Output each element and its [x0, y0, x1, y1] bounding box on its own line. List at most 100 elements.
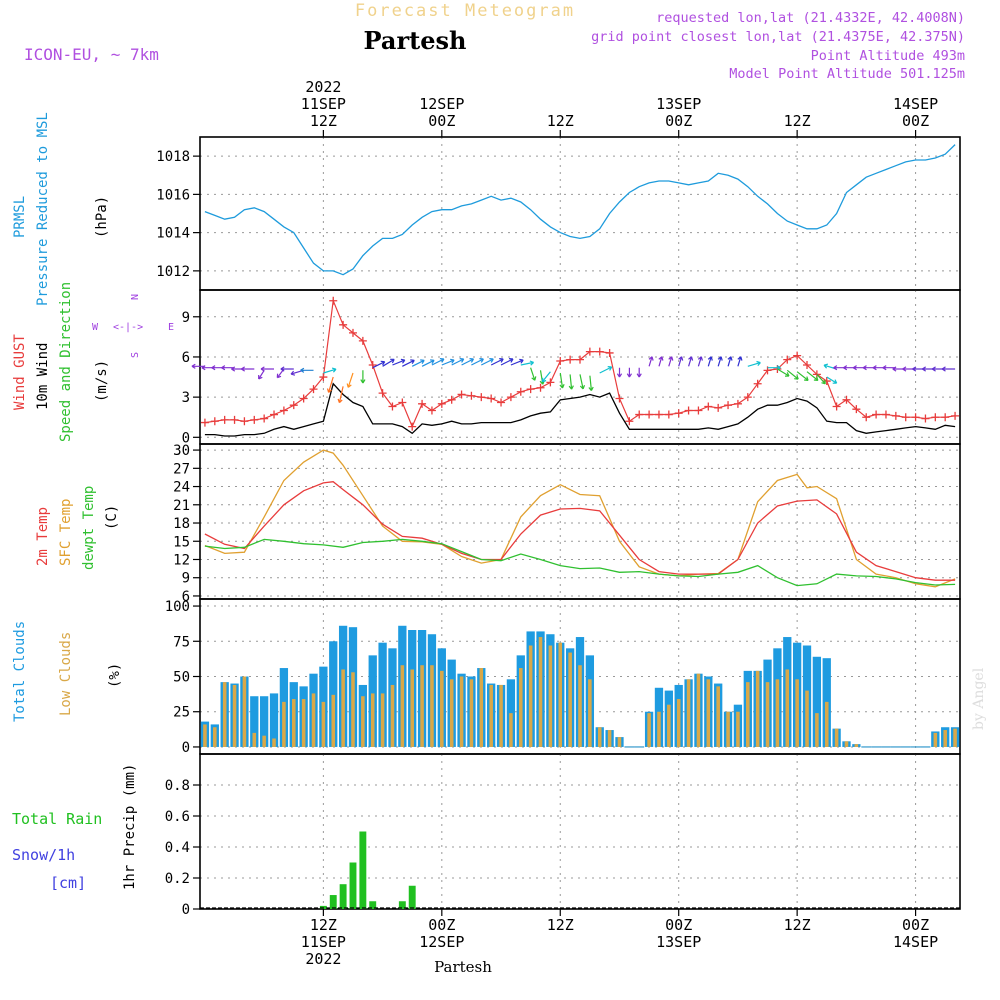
low-cloud-bar	[459, 676, 464, 747]
chart-title: Forecast Meteogram	[355, 1, 575, 21]
cloud-bars	[200, 625, 960, 748]
precip-bars	[200, 831, 960, 909]
temperature-ytick-label: 9	[182, 571, 190, 587]
dewpt-temp-line	[204, 538, 956, 587]
location-title: Partesh	[364, 26, 467, 55]
wind-arrow	[337, 386, 344, 404]
gust-marker	[901, 413, 910, 422]
gust-marker	[645, 410, 654, 419]
clouds-ytick-label: 25	[173, 705, 190, 721]
wind-arrow	[323, 367, 337, 374]
wind-arrow	[648, 356, 654, 367]
low-cloud-bar	[262, 735, 266, 747]
low-cloud-bar	[538, 637, 543, 747]
gust-marker	[487, 394, 496, 403]
low-cloud-bar	[953, 728, 957, 747]
wind-arrow	[941, 366, 956, 372]
low-cloud-bar	[746, 682, 750, 747]
temp-2m-line	[204, 481, 956, 581]
gust-marker	[427, 406, 436, 415]
low-cloud-bar	[726, 711, 730, 747]
pressure-line	[204, 144, 956, 276]
wind-arrow	[258, 369, 265, 380]
low-cloud-bar	[400, 665, 405, 747]
precip-ytick-label: 0	[182, 902, 190, 918]
precip-frame	[199, 753, 961, 910]
low-cloud-bar	[380, 693, 385, 747]
wind-arrow	[697, 356, 703, 367]
wind-arrow	[882, 365, 896, 371]
wind-arrow	[346, 372, 354, 388]
gust-marker	[497, 398, 506, 407]
clouds-ytick-label: 0	[182, 740, 190, 756]
gust-marker	[437, 399, 446, 408]
gust-marker	[803, 360, 812, 369]
gust-marker	[339, 320, 348, 329]
gust-marker	[516, 387, 525, 396]
total-cloud-bar	[329, 641, 338, 747]
gust-marker	[240, 417, 249, 426]
wind-arrow	[421, 359, 435, 367]
temperature-ytick-label: 30	[173, 443, 190, 459]
precip-label-snow: Snow/1h	[12, 846, 75, 864]
low-cloud-bar	[222, 682, 227, 747]
bottom-time-label: 12Z	[784, 916, 811, 934]
clouds-ytick-label: 100	[165, 599, 190, 615]
wind-arrow	[678, 356, 684, 367]
bottom-time-label: 00Z	[428, 916, 455, 934]
bottom-time-label: 2022	[305, 950, 341, 968]
wind-arrow	[786, 369, 799, 380]
low-cloud-bar	[657, 711, 661, 747]
wind-arrow	[411, 359, 425, 367]
wind-arrow	[636, 367, 642, 378]
model-label: ICON-EU, ~ 7km	[24, 45, 159, 64]
top-time-label: 12SEP	[419, 95, 464, 113]
wind-arrow	[441, 358, 455, 366]
gust-line	[204, 298, 956, 429]
model-altitude: Model Point Altitude 501.125m	[729, 66, 965, 82]
wind-arrow	[616, 367, 623, 378]
pressure-unit: (hPa)	[94, 196, 110, 238]
low-cloud-bar	[420, 665, 424, 747]
top-time-label: 12Z	[310, 112, 337, 130]
wind-arrow	[520, 360, 535, 366]
gust-marker	[704, 402, 713, 411]
gust-marker	[595, 347, 604, 356]
wind-arrow	[737, 356, 743, 367]
wind-frame	[199, 289, 961, 445]
gust-marker	[398, 398, 407, 407]
low-cloud-bar	[291, 699, 296, 747]
requested-coords: requested lon,lat (21.4332E, 42.4008N)	[656, 10, 965, 26]
cloud-label-low: Low Clouds	[58, 632, 74, 716]
low-cloud-bar	[440, 670, 444, 747]
compass-arrows: <-|->	[113, 322, 143, 333]
low-cloud-bar	[597, 727, 602, 747]
bottom-time-label: 13SEP	[656, 933, 701, 951]
gust-marker	[832, 402, 841, 411]
low-cloud-bar	[844, 741, 849, 747]
gust-marker	[220, 415, 229, 424]
low-cloud-bar	[716, 686, 720, 747]
wind-arrow	[392, 358, 406, 366]
pressure-ytick-label: 1012	[156, 264, 190, 280]
gust-marker	[329, 296, 338, 305]
compass-s: S	[130, 352, 141, 358]
wind-arrow	[481, 358, 494, 366]
pressure-ytick-label: 1014	[156, 226, 190, 242]
low-cloud-bar	[815, 713, 819, 747]
wind-arrow	[260, 366, 274, 372]
low-cloud-bar	[805, 690, 809, 747]
top-time-label: 00Z	[665, 112, 692, 130]
wind-direction-arrows	[191, 356, 956, 404]
low-cloud-bar	[410, 669, 414, 747]
gust-marker	[506, 393, 515, 402]
gust-marker	[724, 401, 733, 410]
gust-marker	[891, 411, 900, 420]
wind-ytick-label: 3	[182, 390, 190, 406]
low-cloud-bar	[519, 668, 523, 747]
gust-marker	[615, 394, 624, 403]
wind-arrow	[777, 368, 790, 377]
wind-arrow	[461, 358, 475, 366]
low-cloud-bar	[370, 693, 375, 747]
low-cloud-bar	[933, 732, 938, 747]
